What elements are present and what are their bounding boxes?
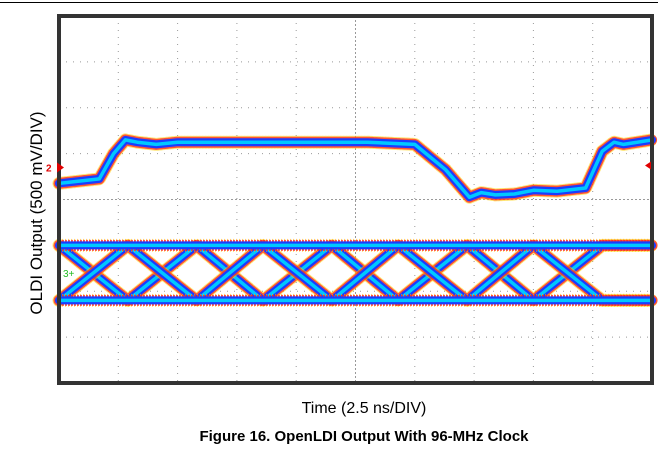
series-1-trace (57, 138, 654, 199)
trigger-level-arrow (645, 161, 651, 170)
ch3-marker-label: 3+ (63, 269, 75, 280)
page-top-rule (0, 2, 658, 3)
plot-grid (59, 16, 652, 383)
figure-caption: Figure 16. OpenLDI Output With 96-MHz Cl… (199, 428, 529, 445)
y-axis-label: OLDI Output (500 mV/DIV) (27, 111, 46, 315)
series-2-complement-trace (57, 243, 654, 303)
plot-frame (57, 14, 654, 385)
ch2-reference-arrow (57, 162, 64, 173)
channel-markers: 2 3+ (46, 161, 651, 280)
x-axis-label: Time (2.5 ns/DIV) (301, 400, 427, 417)
ch2-marker-label: 2 (46, 163, 52, 174)
plot-traces (52, 133, 658, 307)
